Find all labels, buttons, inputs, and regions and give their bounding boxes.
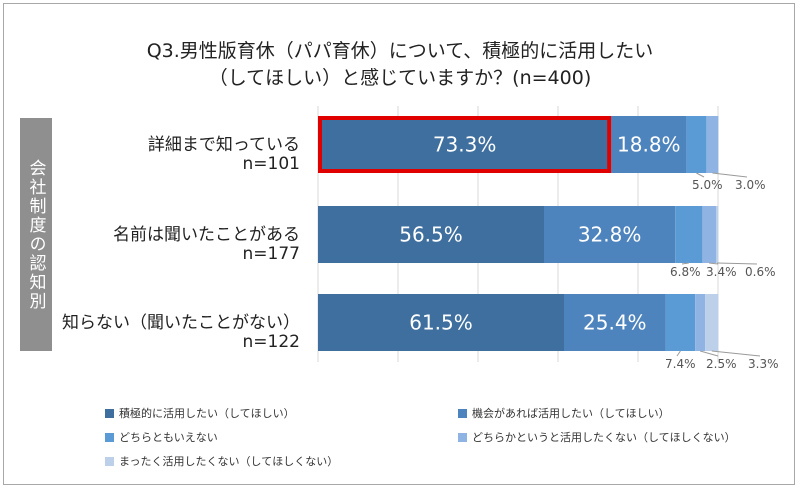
bar-segment-2-0 xyxy=(318,294,564,351)
bar-segment-2-4 xyxy=(705,294,719,351)
legend-label-2: どちらともいえない xyxy=(119,431,218,444)
leader-line-0-2 xyxy=(696,172,705,178)
leader-line-2-2 xyxy=(676,350,681,357)
data-label-1-1: 32.8% xyxy=(578,223,642,247)
legend-item-0: 積極的に活用したい（してほしい） xyxy=(105,405,295,421)
data-label-2-2: 7.4% xyxy=(665,357,696,371)
data-label-1-3: 3.4% xyxy=(706,265,737,279)
bar-segment-1-3 xyxy=(702,206,716,263)
category-n-1: n=177 xyxy=(242,244,300,264)
legend-item-1: 機会があれば活用したい（してほしい） xyxy=(458,405,670,421)
category-label-2: 知らない（聞いたことがない） xyxy=(62,313,300,333)
bar-segment-0-3 xyxy=(706,116,719,173)
legend-item-4: まったく活用したくない（してほしくない） xyxy=(105,453,338,469)
chart-title-line-2: （してほしい）と感じていますか？(n=400) xyxy=(208,67,592,89)
legend-swatch-2 xyxy=(105,432,114,442)
bar-segment-0-2 xyxy=(686,116,707,173)
bar-segment-2-1 xyxy=(564,294,666,351)
legend-item-3: どちらかというと活用したくない（してほしくない） xyxy=(458,429,736,445)
bar-segment-1-0 xyxy=(318,206,544,263)
bar-segment-1-1 xyxy=(544,206,676,263)
data-label-2-4: 3.3% xyxy=(748,357,779,371)
data-label-2-0: 61.5% xyxy=(409,311,473,335)
data-label-1-4: 0.6% xyxy=(745,265,776,279)
legend-swatch-1 xyxy=(458,408,467,418)
bar-segment-1-4 xyxy=(716,206,719,263)
legend-label-4: まったく活用したくない（してほしくない） xyxy=(119,455,339,468)
legend-label-3: どちらかというと活用したくない（してほしくない） xyxy=(472,431,736,444)
data-label-1-2: 6.8% xyxy=(670,265,701,279)
category-label-1: 名前は聞いたことがある xyxy=(113,225,300,245)
leader-line-1-2 xyxy=(681,262,689,265)
legend-swatch-4 xyxy=(105,456,114,466)
data-label-1-0: 56.5% xyxy=(399,223,463,247)
bar-segment-2-3 xyxy=(695,294,706,351)
chart-title-line-1: Q3.男性版育休（パパ育休）について、積極的に活用したい xyxy=(146,40,654,62)
legend-label-0: 積極的に活用したい（してほしい） xyxy=(119,407,295,420)
bar-segment-2-2 xyxy=(665,294,696,351)
data-label-0-2: 5.0% xyxy=(692,178,723,192)
category-n-2: n=122 xyxy=(242,332,300,352)
side-group-label: 会社制度の認知別 xyxy=(20,118,52,351)
category-n-0: n=101 xyxy=(242,154,300,174)
bar-segment-0-1 xyxy=(611,116,687,173)
legend-swatch-0 xyxy=(105,408,114,418)
side-group-label-text: 会社制度の認知別 xyxy=(25,158,46,311)
leader-line-2-4 xyxy=(711,350,761,357)
legend-item-2: どちらともいえない xyxy=(105,429,218,445)
data-label-0-3: 3.0% xyxy=(735,178,766,192)
legend-swatch-3 xyxy=(458,432,467,442)
category-label-0: 詳細まで知っている xyxy=(147,135,300,155)
data-label-2-1: 25.4% xyxy=(583,311,647,335)
legend-label-1: 機会があれば活用したい（してほしい） xyxy=(472,407,670,420)
data-label-0-0: 73.3% xyxy=(433,133,497,157)
leader-line-1-3 xyxy=(709,262,719,265)
bar-segment-1-2 xyxy=(675,206,703,263)
leader-line-1-4 xyxy=(717,262,758,265)
leader-line-0-3 xyxy=(712,172,748,178)
bar-segment-0-0 xyxy=(318,116,612,173)
data-label-2-3: 2.5% xyxy=(706,357,737,371)
leader-line-2-3 xyxy=(700,350,719,357)
highlight-box xyxy=(318,116,612,173)
data-label-0-1: 18.8% xyxy=(617,133,681,157)
